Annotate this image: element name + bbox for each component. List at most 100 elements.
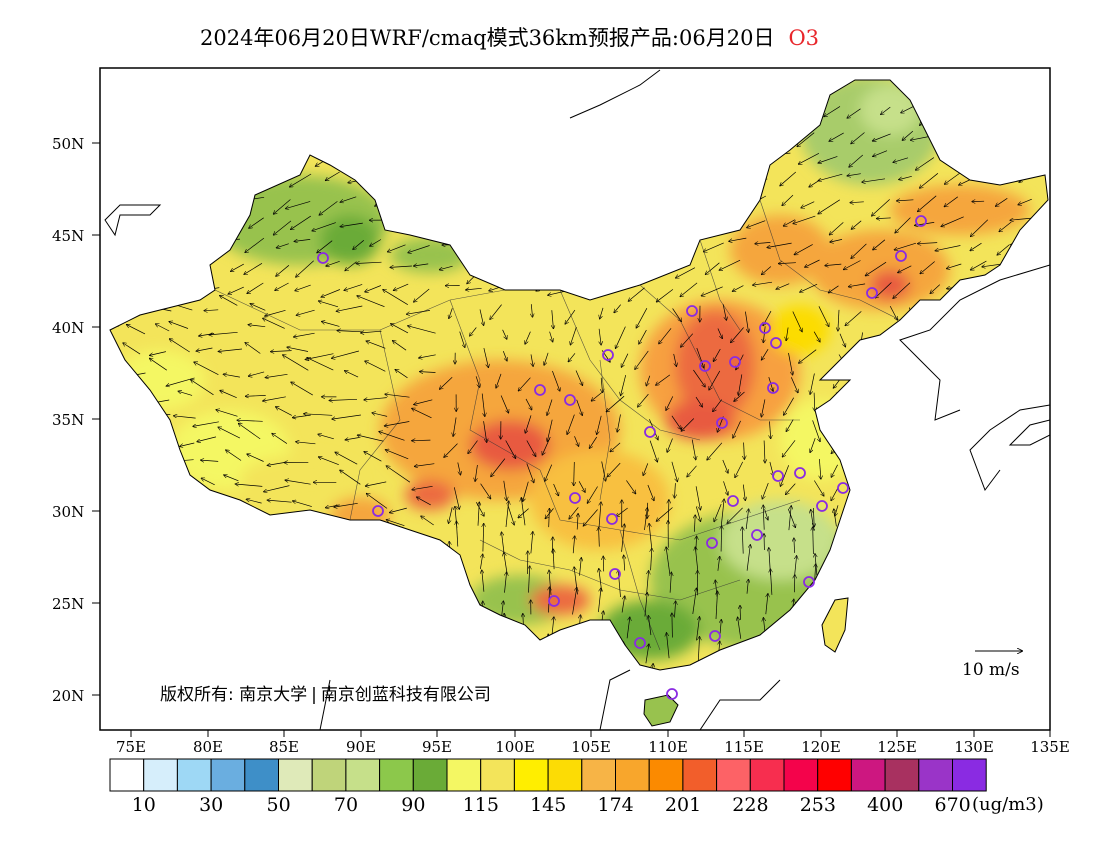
wind-arrow bbox=[353, 240, 365, 249]
wind-arrow bbox=[787, 508, 795, 528]
wind-arrow bbox=[598, 588, 601, 613]
wind-arrow bbox=[544, 352, 549, 365]
wind-arrow bbox=[293, 414, 311, 418]
wind-arrow bbox=[898, 265, 912, 273]
wind-arrow bbox=[482, 570, 485, 592]
wind-arrow bbox=[799, 152, 820, 164]
station-marker bbox=[751, 529, 763, 541]
wind-arrow bbox=[829, 285, 839, 293]
wind-arrow bbox=[693, 369, 705, 387]
wind-arrow bbox=[552, 370, 559, 391]
wind-arrow bbox=[296, 260, 314, 277]
wind-arrow bbox=[456, 521, 457, 547]
wind-arrow bbox=[851, 132, 865, 144]
wind-arrow bbox=[312, 222, 336, 231]
wind-arrow bbox=[574, 436, 579, 446]
wind-arrow bbox=[570, 326, 577, 345]
wind-arrow bbox=[719, 259, 741, 270]
wind-arrow bbox=[491, 458, 506, 477]
lat-tick-label: 50N bbox=[52, 135, 84, 153]
station-marker bbox=[837, 482, 849, 494]
wind-arrow bbox=[717, 328, 722, 339]
wind-arrow bbox=[231, 263, 244, 271]
wind-arrow bbox=[304, 414, 333, 416]
wind-arrow bbox=[599, 328, 601, 345]
station-marker bbox=[729, 356, 741, 368]
wind-arrow bbox=[504, 572, 507, 593]
wind-arrow bbox=[248, 325, 266, 327]
wind-arrow bbox=[621, 524, 625, 552]
wind-arrow bbox=[414, 399, 433, 405]
wind-arrow bbox=[651, 549, 652, 571]
wind-arrow bbox=[294, 239, 311, 241]
wind-arrow bbox=[601, 461, 606, 481]
wind-arrow bbox=[453, 487, 459, 509]
wind-arrow bbox=[709, 370, 721, 390]
wind-arrow bbox=[738, 617, 742, 639]
wind-arrow bbox=[696, 347, 704, 368]
station-marker bbox=[770, 337, 782, 349]
lon-tick-label: 110E bbox=[648, 738, 688, 756]
wind-arrow bbox=[293, 501, 312, 507]
wind-arrow bbox=[747, 580, 748, 594]
wind-arrow bbox=[970, 242, 982, 250]
wind-arrow bbox=[367, 494, 388, 509]
wind-arrow bbox=[223, 374, 240, 378]
wind-arrow bbox=[866, 261, 887, 276]
station-marker bbox=[915, 215, 927, 227]
wind-arrow bbox=[694, 515, 695, 532]
wind-arrow bbox=[216, 410, 238, 417]
wind-arrow bbox=[797, 132, 815, 147]
wind-arrow bbox=[740, 606, 741, 620]
wind-arrow bbox=[480, 483, 491, 499]
wind-arrow bbox=[249, 217, 264, 228]
colorbar-swatch bbox=[615, 758, 650, 792]
latitude-axis: 50N 45N 40N 35N 30N 25N 20N bbox=[52, 135, 100, 705]
wind-arrow bbox=[621, 375, 627, 395]
wind-arrow bbox=[825, 264, 842, 266]
wind-arrow bbox=[818, 306, 829, 326]
wind-arrow bbox=[782, 194, 794, 205]
wind-arrow bbox=[496, 373, 502, 388]
wind-arrow bbox=[645, 644, 649, 664]
wind-arrow bbox=[862, 178, 886, 182]
wind-arrow bbox=[244, 263, 263, 274]
lat-tick-label: 35N bbox=[52, 411, 84, 429]
wind-arrow bbox=[201, 478, 215, 486]
wind-arrow bbox=[628, 287, 645, 301]
wind-arrow bbox=[226, 450, 242, 461]
wind-arrow bbox=[644, 508, 648, 531]
wind-arrow bbox=[779, 263, 796, 264]
station-marker bbox=[706, 537, 718, 549]
wind-arrow bbox=[666, 547, 671, 574]
wind-arrow bbox=[531, 304, 532, 317]
wind-arrow bbox=[920, 261, 935, 274]
wind-arrow bbox=[372, 413, 388, 417]
wind-arrow bbox=[881, 106, 891, 114]
wind-arrow bbox=[552, 617, 554, 636]
colorbar-label: 30 bbox=[199, 794, 224, 816]
wind-arrow bbox=[591, 392, 603, 401]
wind-arrow bbox=[782, 440, 796, 457]
wind-arrow bbox=[790, 377, 798, 392]
wind-arrow bbox=[894, 242, 917, 250]
wind-arrow bbox=[626, 617, 630, 639]
colorbar-swatch bbox=[480, 758, 515, 792]
wind-arrow bbox=[731, 327, 744, 343]
wind-arrow bbox=[329, 399, 358, 400]
wind-arrow bbox=[483, 524, 484, 552]
wind-arrow bbox=[794, 244, 813, 254]
wind-arrow bbox=[502, 601, 504, 616]
wind-arrow bbox=[580, 558, 582, 576]
wind-arrow bbox=[490, 304, 502, 320]
wind-arrow bbox=[873, 239, 886, 250]
colorbar-swatch bbox=[682, 758, 718, 792]
wind-arrow bbox=[193, 421, 219, 427]
wind-arrow bbox=[744, 442, 745, 460]
wind-arrow bbox=[250, 304, 266, 311]
wind-arrow bbox=[743, 484, 745, 501]
wind-arrow bbox=[379, 432, 405, 441]
wind-arrow bbox=[449, 308, 453, 318]
lon-tick-label: 95E bbox=[422, 738, 452, 756]
wind-arrow bbox=[666, 396, 674, 410]
